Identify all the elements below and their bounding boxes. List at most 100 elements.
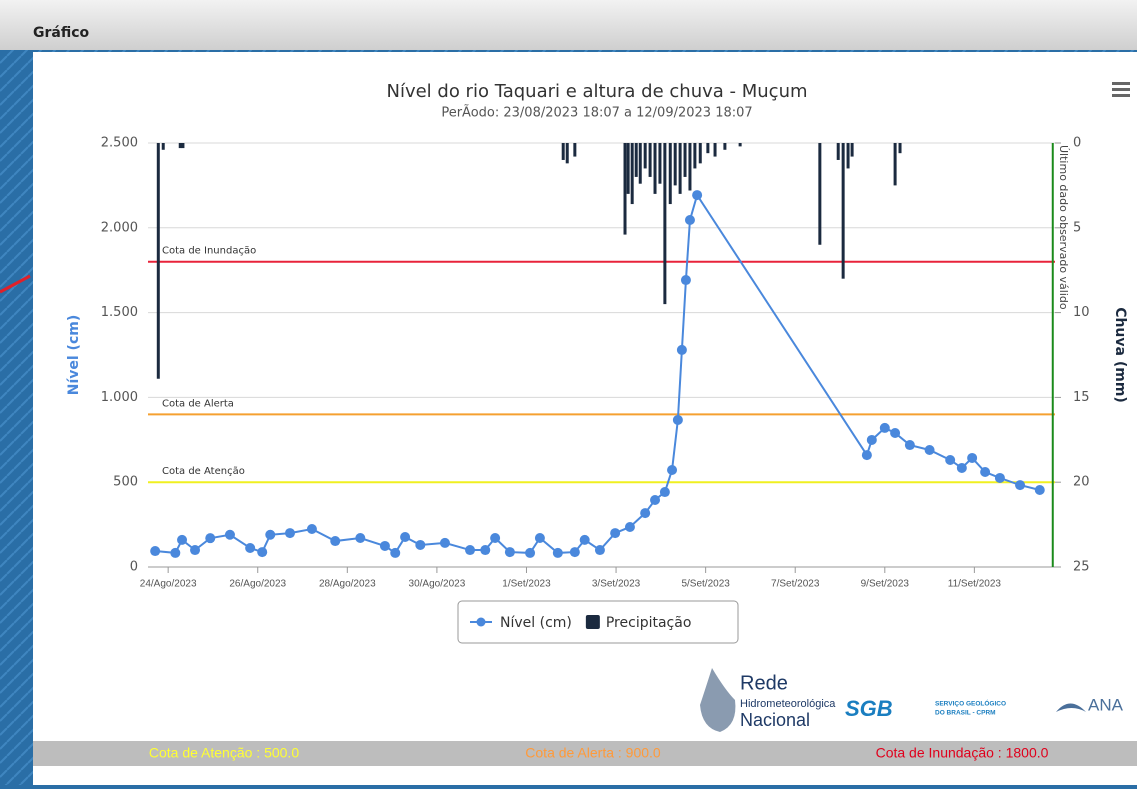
y2-tick-label: 15 <box>1073 390 1090 405</box>
x-tick-label: 1/Set/2023 <box>502 579 551 590</box>
precipitation-bar <box>663 143 667 305</box>
legend-label[interactable]: Nível (cm) <box>500 615 572 631</box>
precipitation-bar <box>161 143 165 150</box>
level-point <box>390 547 401 558</box>
precipitation-bar <box>623 143 627 235</box>
y2-tick-label: 25 <box>1073 560 1090 575</box>
level-point <box>945 454 956 465</box>
level-point <box>534 532 545 543</box>
precipitation-bar <box>643 143 647 169</box>
footer-attention: Cota de Atenção : 500.0 <box>149 745 299 761</box>
level-point <box>504 547 515 558</box>
rede-logo-text: Nacional <box>740 710 810 730</box>
precipitation-bar <box>181 143 185 149</box>
precipitation-bar <box>713 143 717 157</box>
level-point <box>150 546 161 557</box>
precipitation-bar <box>698 143 702 164</box>
y2-tick-label: 20 <box>1073 475 1090 490</box>
precipitation-bar <box>836 143 840 160</box>
level-point <box>866 434 877 445</box>
level-point <box>465 545 476 556</box>
level-point <box>1015 480 1026 491</box>
precipitation-bar <box>688 143 692 191</box>
ana-logo-shape <box>1056 703 1086 712</box>
logos: Rede Hidrometeorológica Nacional SGB SER… <box>700 668 1124 732</box>
level-point <box>439 537 450 548</box>
menu-bar[interactable] <box>1112 82 1130 85</box>
level-point <box>480 545 491 556</box>
y2-tick-label: 10 <box>1073 305 1090 320</box>
level-point <box>490 532 501 543</box>
rede-logo-text: Rede <box>740 672 788 694</box>
level-point <box>552 547 563 558</box>
precipitation-bar <box>723 143 727 150</box>
x-tick-label: 28/Ago/2023 <box>319 579 376 590</box>
ana-logo-text: ANA <box>1088 695 1124 714</box>
header-title: Gráfico <box>33 25 90 41</box>
y2-tick-label: 5 <box>1073 220 1081 235</box>
y2-axis-label: Chuva (mm) <box>1112 307 1128 403</box>
menu-bar[interactable] <box>1112 88 1130 91</box>
header-bar <box>0 0 1137 50</box>
level-point <box>659 487 670 498</box>
chart-subtitle: PerÃodo: 23/08/2023 18:07 a 12/09/2023 1… <box>441 105 752 121</box>
y-tick-label: 0 <box>130 560 138 575</box>
level-point <box>205 533 216 544</box>
level-point <box>890 428 901 439</box>
level-point <box>525 547 536 558</box>
precipitation-bar <box>634 143 638 177</box>
level-point <box>594 545 605 556</box>
precipitation-bar <box>893 143 897 186</box>
level-point <box>861 450 872 461</box>
level-point <box>624 521 635 532</box>
x-tick-label: 5/Set/2023 <box>681 579 730 590</box>
level-point <box>684 214 695 225</box>
panel <box>33 52 1137 785</box>
level-point <box>650 495 661 506</box>
level-point <box>879 422 890 433</box>
level-point <box>579 534 590 545</box>
y-tick-label: 2.500 <box>101 136 138 151</box>
sgb-logo-subtext: DO BRASIL - CPRM <box>935 710 996 717</box>
level-point <box>980 467 991 478</box>
precipitation-bar <box>658 143 662 184</box>
menu-button[interactable] <box>1112 82 1130 97</box>
precipitation-bar <box>738 143 742 147</box>
legend-label[interactable]: Precipitação <box>606 615 692 631</box>
level-point <box>257 547 268 558</box>
level-point <box>610 528 621 539</box>
precipitation-bar <box>630 143 634 205</box>
x-tick-label: 11/Set/2023 <box>948 579 1002 590</box>
x-tick-label: 24/Ago/2023 <box>140 579 197 590</box>
plot: 0 500 1.000 1.500 2.000 2.500 0 5 10 15 20 25 24/Ago… <box>101 136 1090 590</box>
legend-item[interactable]: Nível (cm) <box>470 615 572 631</box>
level-point <box>330 536 341 547</box>
level-point <box>355 532 366 543</box>
precipitation-bar <box>818 143 822 245</box>
level-point <box>904 440 915 451</box>
legend-symbol[interactable] <box>476 617 486 627</box>
y-tick-label: 2.000 <box>101 220 138 235</box>
footer-alert: Cota de Alerta : 900.0 <box>525 745 661 761</box>
legend-symbol[interactable] <box>585 615 600 629</box>
level-point <box>177 534 188 545</box>
y2-tick-label: 0 <box>1073 136 1081 151</box>
level-point <box>692 190 703 201</box>
footer-bar <box>33 741 1137 766</box>
menu-bar[interactable] <box>1112 94 1130 97</box>
precipitation-bar <box>565 143 569 164</box>
precipitation-bar <box>561 143 565 160</box>
precipitation-bar <box>678 143 682 194</box>
last-data-label: Último dado observado válido <box>1057 145 1070 310</box>
level-point <box>306 524 317 535</box>
footer-flood: Cota de Inundação : 1800.0 <box>876 745 1049 761</box>
level-point <box>569 547 580 558</box>
legend-item[interactable]: Precipitação <box>585 615 692 631</box>
precipitation-bar <box>653 143 657 194</box>
arrow <box>0 274 31 294</box>
x-tick-label: 26/Ago/2023 <box>229 579 286 590</box>
precipitation-bar <box>841 143 845 279</box>
level-point <box>676 344 687 355</box>
precipitation-bar <box>706 143 710 154</box>
